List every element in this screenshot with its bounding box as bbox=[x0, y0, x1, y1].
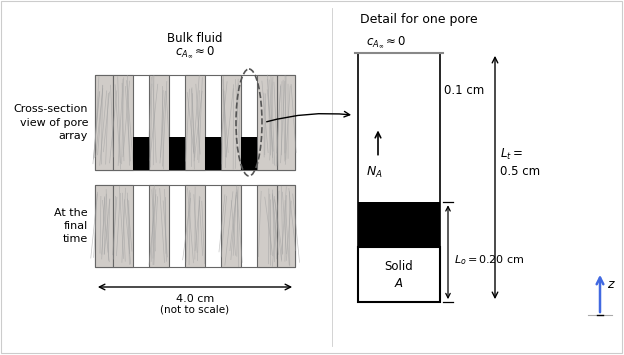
Bar bbox=[95, 185, 295, 267]
Text: At the
final
time: At the final time bbox=[54, 208, 88, 244]
Bar bbox=[113, 185, 133, 267]
Bar bbox=[277, 75, 295, 170]
Text: Cross-section
view of pore
array: Cross-section view of pore array bbox=[14, 104, 88, 141]
Bar bbox=[149, 185, 169, 267]
Bar bbox=[257, 185, 277, 267]
Bar bbox=[221, 75, 241, 170]
Text: $c_{A_\infty} \approx 0$: $c_{A_\infty} \approx 0$ bbox=[175, 44, 215, 60]
Bar bbox=[113, 75, 133, 170]
Bar bbox=[185, 75, 205, 170]
Bar bbox=[277, 185, 295, 267]
Bar bbox=[221, 185, 241, 267]
Bar bbox=[358, 53, 440, 302]
Bar bbox=[358, 202, 440, 247]
Text: $z$: $z$ bbox=[607, 278, 616, 290]
Bar bbox=[358, 247, 440, 302]
Text: 4.0 cm: 4.0 cm bbox=[176, 294, 214, 304]
Text: $N_A$: $N_A$ bbox=[366, 165, 383, 180]
Bar bbox=[133, 137, 149, 170]
Bar bbox=[241, 137, 257, 170]
Text: $L_t =$
0.5 cm: $L_t =$ 0.5 cm bbox=[500, 147, 540, 178]
Text: $c_{A_\infty} \approx 0$: $c_{A_\infty} \approx 0$ bbox=[366, 34, 406, 50]
Bar bbox=[185, 185, 205, 267]
Text: 0.1 cm: 0.1 cm bbox=[444, 84, 484, 97]
Bar bbox=[257, 75, 277, 170]
Bar bbox=[95, 185, 113, 267]
Text: (not to scale): (not to scale) bbox=[160, 305, 230, 315]
Text: Bulk fluid: Bulk fluid bbox=[167, 32, 223, 44]
Bar bbox=[95, 75, 295, 170]
Bar bbox=[169, 137, 185, 170]
Text: Detail for one pore: Detail for one pore bbox=[360, 13, 478, 27]
Bar bbox=[149, 75, 169, 170]
Text: Solid
$A$: Solid $A$ bbox=[384, 260, 413, 290]
Bar bbox=[95, 75, 113, 170]
Bar bbox=[205, 137, 221, 170]
Text: $L_o = 0.20$ cm: $L_o = 0.20$ cm bbox=[454, 253, 525, 267]
